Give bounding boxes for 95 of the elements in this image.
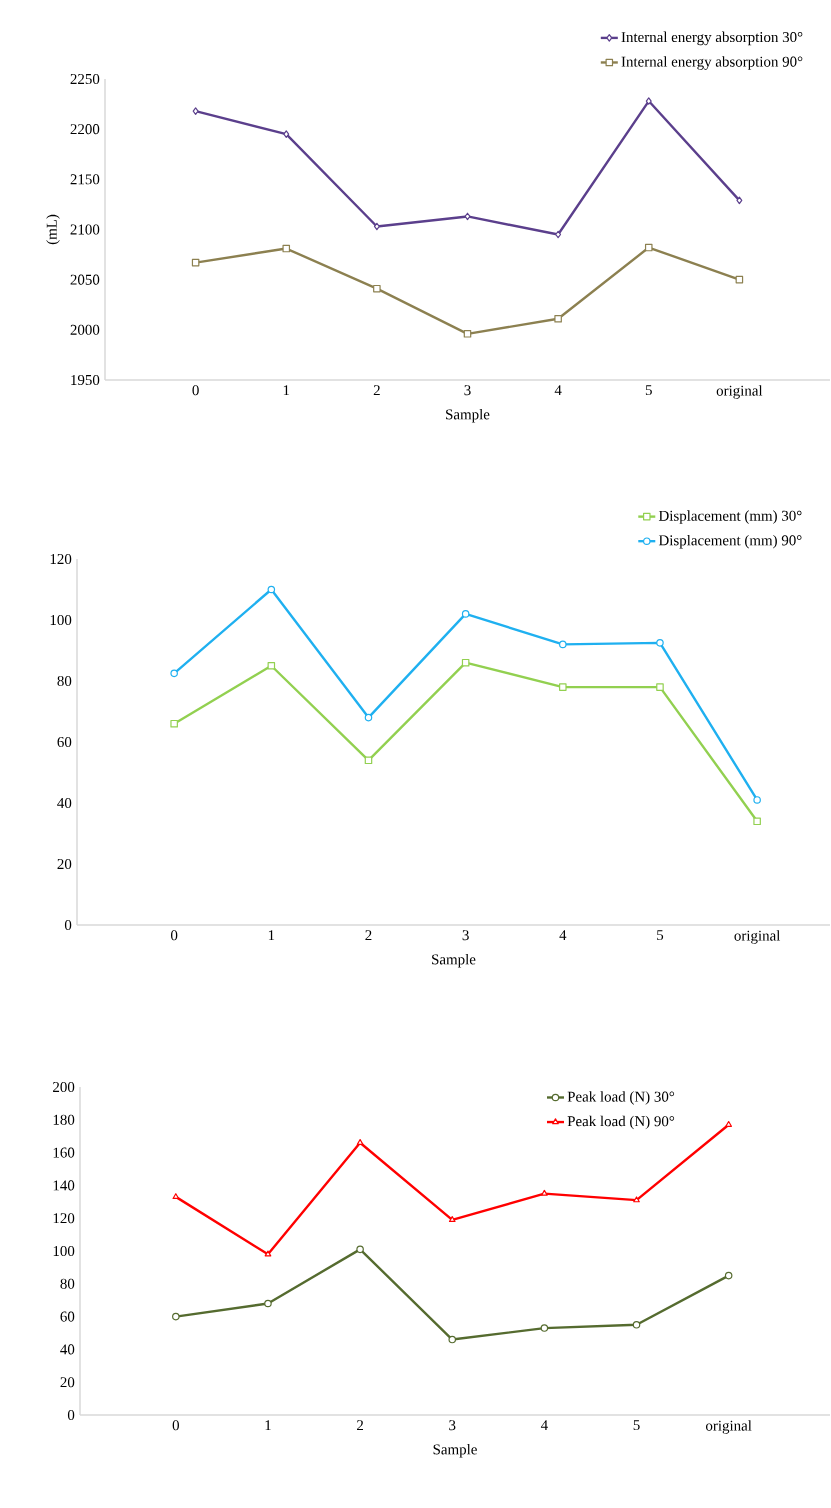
x-tick-label: 0 [171, 930, 178, 941]
point [656, 639, 664, 647]
legend-label: Peak load (N) 90° [567, 1115, 675, 1130]
x-tick-label: original [706, 1420, 752, 1434]
x-tick-label: 3 [449, 1420, 456, 1431]
point [449, 1216, 456, 1223]
x-axis-title: Sample [432, 953, 476, 968]
y-tick-label: 0 [65, 919, 72, 931]
point [753, 796, 762, 804]
x-tick-label: 3 [464, 385, 471, 396]
y-tick-label: 2100 [70, 224, 100, 235]
y-tick-label: 20 [57, 858, 72, 870]
y-tick-label: 2200 [70, 124, 100, 135]
point [555, 230, 562, 239]
x-tick-label: 4 [541, 1420, 549, 1431]
y-tick-label: 100 [50, 614, 72, 626]
x-tick-label: 4 [554, 385, 562, 395]
point [356, 1138, 364, 1145]
point [264, 1250, 272, 1257]
y-tick-label: 1950 [71, 374, 100, 386]
x-tick-label: 1 [269, 930, 275, 941]
point [373, 284, 381, 293]
x-tick-label: 1 [283, 385, 290, 396]
point [172, 1312, 180, 1321]
point [559, 683, 567, 691]
y-tick-label: 0 [68, 1409, 75, 1421]
y-tick-label: 80 [60, 1278, 75, 1289]
y-tick-label: 60 [57, 736, 72, 748]
point [736, 196, 743, 205]
point [461, 658, 470, 667]
x-axis-title: Sample [433, 1443, 478, 1458]
point [463, 330, 472, 338]
x-tick-label: 3 [462, 930, 469, 941]
y-tick-label: 60 [60, 1311, 75, 1322]
y-axis-title: (mL) [46, 214, 60, 245]
x-tick-label: 5 [646, 385, 653, 396]
point [172, 1193, 180, 1200]
point [461, 610, 470, 618]
point [725, 1120, 733, 1127]
point [264, 1299, 272, 1308]
y-tick-label: 160 [53, 1147, 75, 1158]
point [267, 585, 276, 594]
x-tick-label: 0 [172, 1420, 180, 1431]
point [364, 756, 373, 765]
point [464, 212, 471, 221]
x-tick-label: original [716, 385, 763, 399]
point [645, 243, 653, 252]
x-axis-title: Sample [446, 408, 490, 423]
point [725, 1271, 733, 1280]
point [282, 244, 291, 253]
y-tick-label: 2000 [70, 324, 100, 335]
legend-label: Internal energy absorption 30° [621, 31, 803, 46]
legend-label: Displacement (mm) 90° [659, 534, 802, 549]
x-tick-label: original [734, 930, 781, 944]
y-tick-label: 2050 [70, 274, 100, 285]
x-tick-label: 1 [265, 1420, 271, 1431]
point [540, 1324, 549, 1332]
x-tick-label: 4 [559, 930, 567, 941]
point [356, 1245, 365, 1254]
point [541, 1189, 548, 1196]
legend-label: Peak load (N) 30° [567, 1091, 675, 1105]
y-tick-label: 2250 [70, 73, 100, 85]
y-tick-label: 20 [60, 1377, 75, 1388]
y-tick-label: 200 [53, 1081, 75, 1093]
y-tick-label: 180 [53, 1114, 75, 1125]
y-tick-label: 80 [57, 675, 72, 687]
point [364, 713, 373, 722]
point [633, 1196, 641, 1203]
y-tick-label: 40 [60, 1344, 75, 1355]
x-tick-label: 5 [657, 930, 664, 941]
x-tick-label: 2 [373, 385, 380, 396]
point [656, 683, 664, 691]
point [753, 817, 762, 826]
point [645, 97, 652, 105]
point [170, 719, 179, 728]
y-tick-label: 2150 [70, 174, 100, 185]
y-tick-label: 140 [53, 1180, 75, 1191]
x-tick-label: 5 [633, 1420, 640, 1431]
point [170, 669, 179, 678]
y-tick-label: 40 [57, 797, 72, 809]
point [267, 661, 276, 670]
point [283, 130, 290, 138]
x-tick-label: 2 [357, 1420, 364, 1431]
x-tick-label: 0 [192, 385, 199, 396]
y-tick-label: 120 [53, 1213, 75, 1224]
point [192, 107, 199, 115]
y-tick-label: 100 [53, 1245, 75, 1257]
legend-label: Displacement (mm) 30° [659, 510, 802, 524]
point [632, 1321, 641, 1329]
x-tick-label: 2 [365, 930, 372, 941]
point [448, 1335, 457, 1344]
point [559, 640, 567, 649]
legend-label: Internal energy absorption 90° [621, 56, 803, 70]
point [554, 314, 563, 323]
y-tick-label: 120 [50, 553, 72, 565]
